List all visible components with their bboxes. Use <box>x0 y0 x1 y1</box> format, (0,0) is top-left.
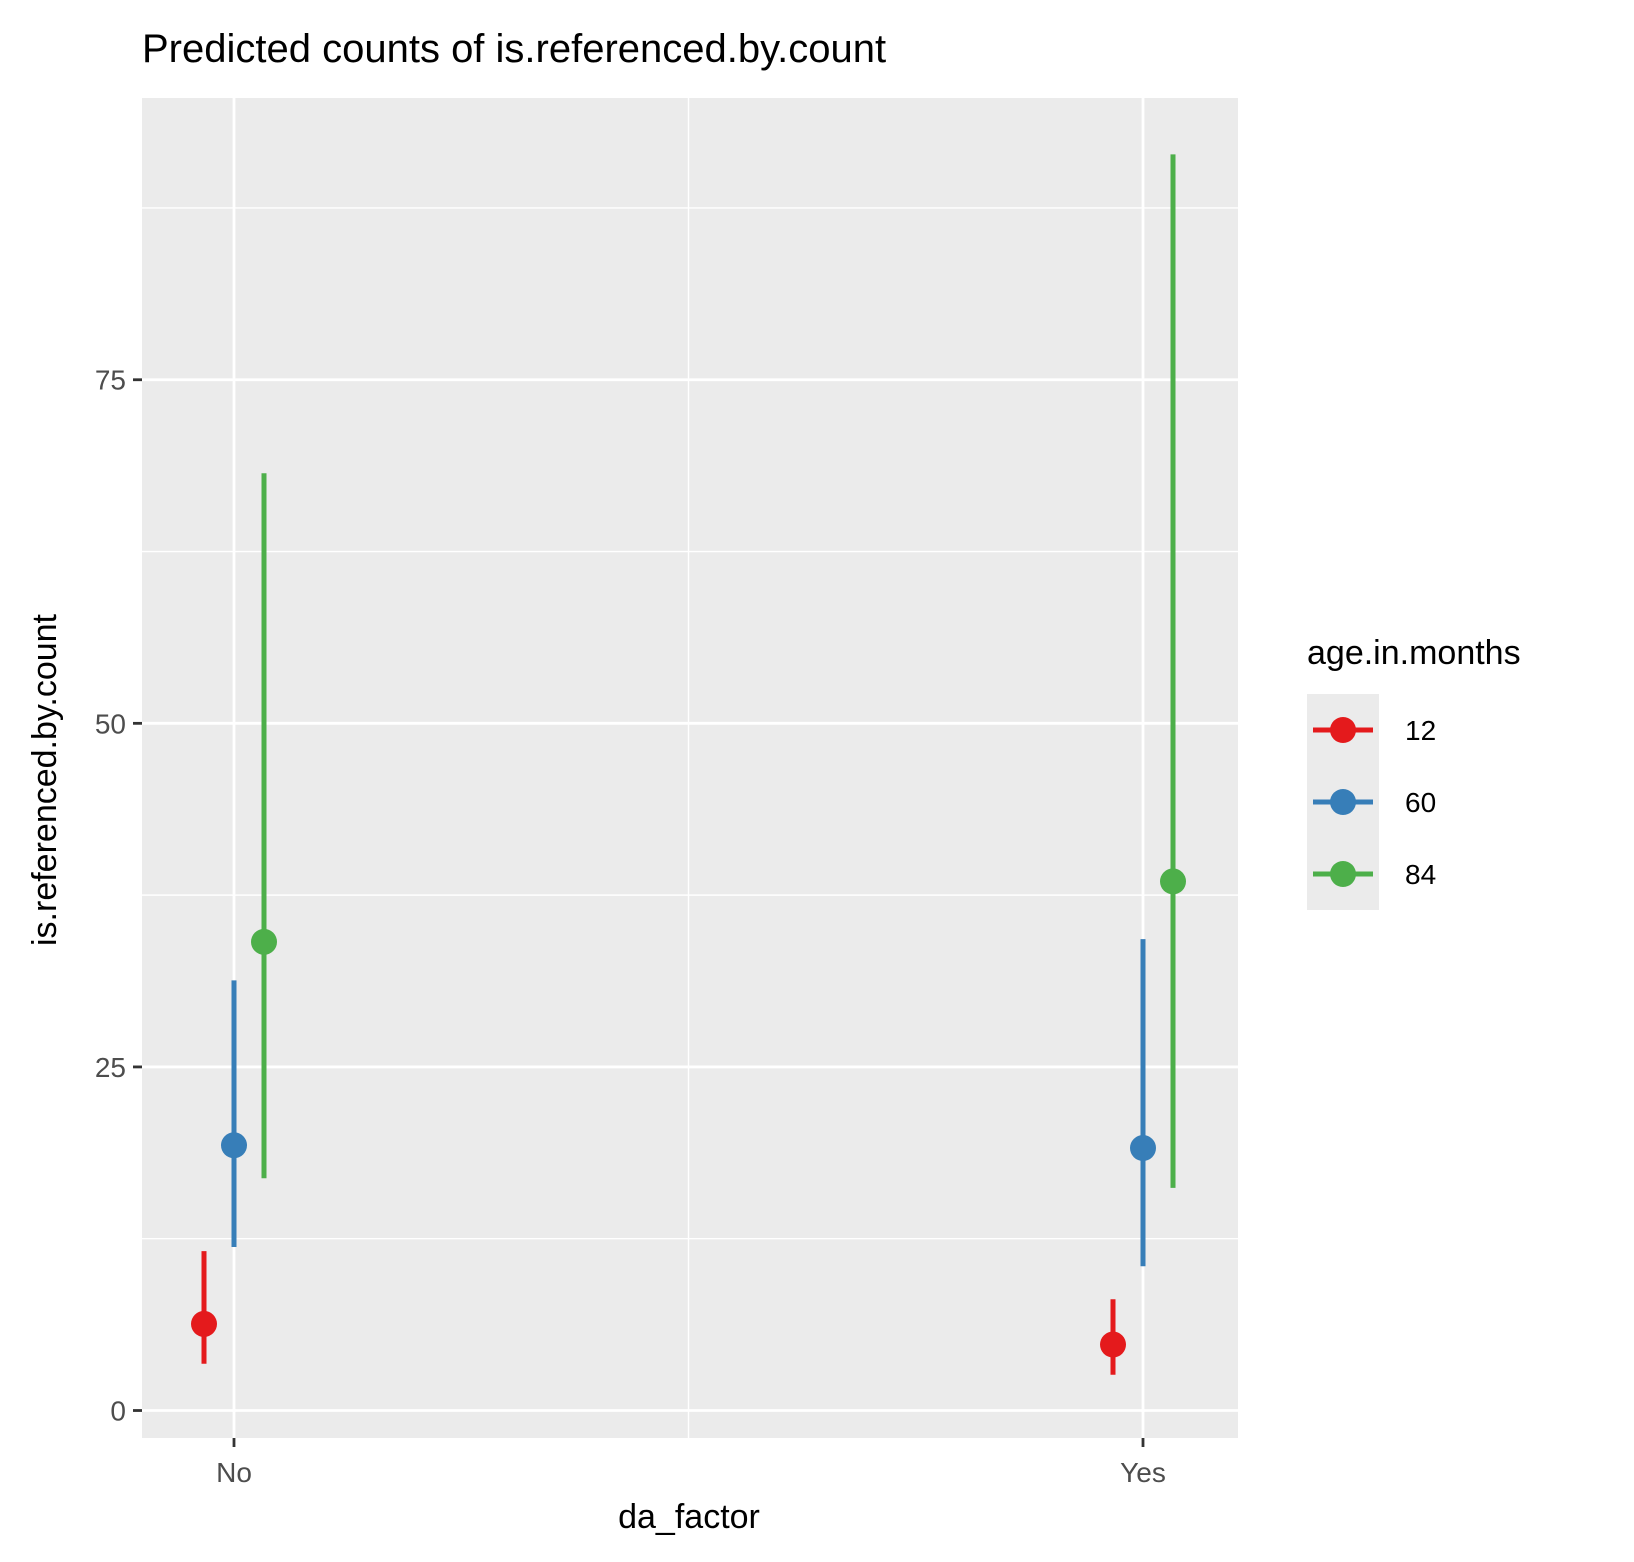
y-tick-label: 50 <box>95 708 126 739</box>
legend-title: age.in.months <box>1307 634 1521 672</box>
point-84-No <box>251 928 277 955</box>
legend-label-84: 84 <box>1405 859 1436 890</box>
y-tick-label: 25 <box>95 1052 126 1083</box>
series-layer <box>191 154 1186 1375</box>
legend-key-point-84 <box>1330 861 1356 887</box>
plot-panel <box>142 98 1238 1438</box>
legend-label-60: 60 <box>1405 787 1436 818</box>
chart-title: Predicted counts of is.referenced.by.cou… <box>142 27 886 71</box>
y-axis-title: is.referenced.by.count <box>26 613 64 946</box>
x-axis: No Yes <box>216 1438 1166 1488</box>
grid-minor <box>142 98 1238 1438</box>
point-60-No <box>221 1132 247 1159</box>
x-axis-title: da_factor <box>618 1498 760 1536</box>
point-84-Yes <box>1160 868 1186 895</box>
legend-key-point-60 <box>1330 789 1356 815</box>
legend-items: 12 60 84 <box>1313 715 1436 890</box>
legend-key-point-12 <box>1330 717 1356 743</box>
point-12-No <box>191 1310 217 1337</box>
y-tick-label: 75 <box>95 365 126 396</box>
x-tick-label: Yes <box>1120 1457 1166 1488</box>
point-60-Yes <box>1130 1135 1156 1162</box>
legend-label-12: 12 <box>1405 715 1436 746</box>
legend: age.in.months 12 60 84 <box>1307 634 1521 910</box>
y-tick-label: 0 <box>110 1396 126 1427</box>
point-12-Yes <box>1100 1331 1126 1358</box>
x-tick-label: No <box>216 1457 252 1488</box>
y-axis: 0 25 50 75 <box>95 365 142 1427</box>
